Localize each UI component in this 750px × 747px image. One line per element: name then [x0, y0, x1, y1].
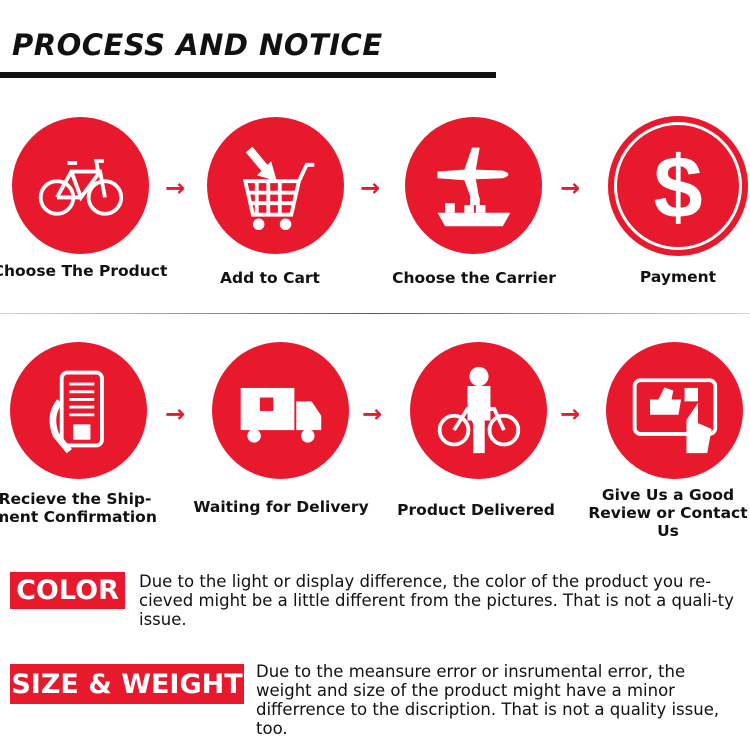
phone-in-hand-icon	[10, 342, 147, 479]
step-label: Add to Cart	[220, 269, 320, 287]
arrow-right-icon: →	[165, 174, 186, 202]
color-notice-tag: COLOR	[10, 572, 125, 609]
arrow-right-icon: →	[560, 400, 581, 428]
arrow-right-icon: →	[360, 174, 381, 202]
thumbs-up-tablet-icon	[606, 342, 743, 479]
step-label: Choose the Carrier	[392, 269, 556, 287]
svg-text:$: $	[653, 137, 702, 235]
step-label: Choose The Product	[0, 262, 168, 280]
plane-ship-icon	[405, 117, 542, 254]
color-notice-text: Due to the light or display difference, …	[139, 572, 734, 629]
page-title: PROCESS AND NOTICE	[12, 28, 383, 62]
arrow-right-icon: →	[560, 174, 581, 202]
dollar-icon: $	[608, 116, 748, 256]
arrow-right-icon: →	[165, 400, 186, 428]
section-divider	[0, 313, 750, 314]
size-weight-notice-tag: SIZE & WEIGHT	[10, 664, 244, 704]
person-with-bicycle-icon	[410, 342, 547, 479]
title-underline	[0, 72, 496, 78]
arrow-right-icon: →	[362, 400, 383, 428]
bicycle-icon	[12, 117, 149, 254]
step-label: Product Delivered	[397, 501, 555, 519]
shopping-cart-icon	[207, 117, 344, 254]
step-label: Recieve the Ship-ment Confirmation	[0, 490, 157, 526]
step-label: Payment	[639, 268, 717, 286]
size-weight-notice-text: Due to the meansure error or insrumental…	[256, 662, 720, 738]
step-label: Waiting for Delivery	[193, 498, 369, 516]
step-label: Give Us a Good Review or Contact Us	[588, 486, 748, 540]
delivery-truck-icon	[212, 342, 349, 479]
